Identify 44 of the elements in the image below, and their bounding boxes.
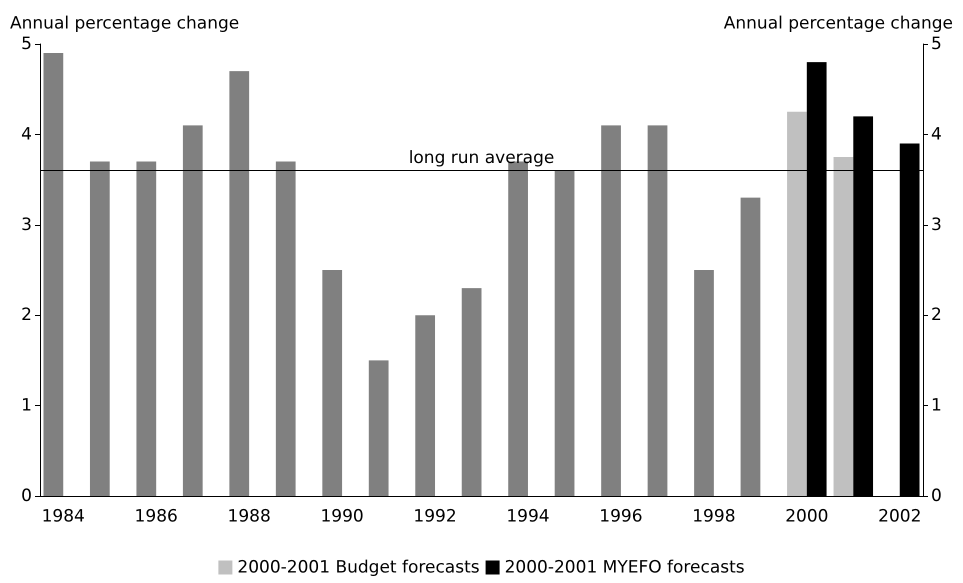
- y-tick-label: 4: [21, 124, 32, 144]
- bar: [90, 162, 110, 496]
- y2-tick-label: 4: [931, 124, 942, 144]
- bar: [601, 125, 621, 496]
- y-tick-label: 3: [21, 214, 32, 235]
- bar: [694, 270, 714, 496]
- x-tick-label: 1986: [134, 506, 178, 526]
- bar: [136, 162, 156, 496]
- y2-tick-label: 2: [931, 305, 942, 326]
- bar: [554, 170, 574, 496]
- x-tick-label: 1994: [506, 506, 550, 526]
- ref-line-label: long run average: [408, 148, 554, 168]
- bar: [182, 125, 203, 496]
- bar: [276, 162, 296, 496]
- x-tick-label: 1992: [413, 506, 457, 526]
- y2-tick-label: 3: [931, 214, 942, 235]
- bar: [229, 71, 250, 496]
- y2-tick-label: 5: [931, 34, 942, 54]
- bar: [462, 288, 482, 496]
- x-tick-label: 1984: [42, 506, 85, 526]
- y-tick-label: 2: [21, 305, 32, 326]
- x-tick-label: 2002: [878, 506, 922, 526]
- bar: [740, 198, 760, 496]
- bar: [322, 270, 342, 496]
- x-tick-label: 1996: [599, 506, 643, 526]
- x-tick-label: 1998: [692, 506, 736, 526]
- y-axis-title: Annual percentage change: [10, 14, 240, 34]
- y2-tick-label: 0: [931, 486, 942, 506]
- x-tick-label: 2000: [785, 506, 828, 526]
- bar: [648, 125, 668, 496]
- y-tick-label: 5: [21, 34, 32, 54]
- legend-label: 2000-2001 Budget forecasts: [237, 558, 480, 578]
- y2-axis-title: Annual percentage change: [724, 14, 953, 34]
- bar: [368, 360, 389, 496]
- x-tick-label: 1988: [228, 506, 271, 526]
- legend-label: 2000-2001 MYEFO forecasts: [504, 558, 745, 578]
- bar: [787, 112, 807, 496]
- bar: [415, 315, 436, 496]
- x-tick-label: 1990: [320, 506, 364, 526]
- y-tick-label: 1: [21, 396, 32, 416]
- y2-tick-label: 1: [931, 396, 942, 416]
- y-tick-label: 0: [21, 486, 32, 506]
- bar: [834, 157, 854, 496]
- bar: [43, 53, 64, 496]
